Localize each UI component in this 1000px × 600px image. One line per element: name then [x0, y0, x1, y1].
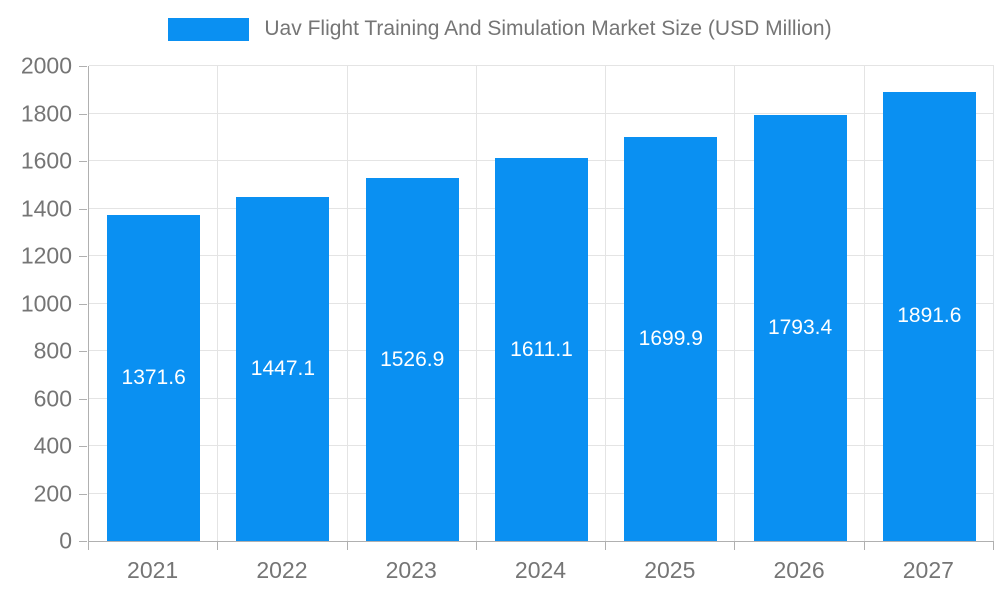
x-gridline	[347, 66, 348, 541]
bar-2022[interactable]: 1447.1	[236, 197, 330, 541]
x-gridline	[217, 66, 218, 541]
x-axis-label: 2023	[385, 557, 437, 583]
y-axis-tick	[79, 541, 87, 542]
y-axis-label: 200	[33, 480, 72, 506]
x-axis-label: 2024	[514, 557, 567, 583]
y-axis-label: 0	[59, 527, 72, 554]
bar-value-label: 1371.6	[121, 366, 186, 390]
x-axis-label: 2022	[256, 557, 308, 583]
x-gridline	[993, 66, 994, 541]
bar-value-label: 1793.4	[767, 316, 833, 340]
bar-2027[interactable]: 1891.6	[882, 91, 976, 541]
y-axis-label: 1800	[20, 100, 72, 126]
legend-label: Uav Flight Training And Simulation Marke…	[264, 17, 832, 40]
legend[interactable]: Uav Flight Training And Simulation Marke…	[0, 17, 1000, 41]
bar-value-label: 1891.6	[897, 304, 962, 328]
x-axis-tick	[347, 542, 348, 550]
x-axis-label: 2021	[127, 557, 179, 583]
y-axis-label: 1200	[20, 242, 72, 269]
x-axis-tick	[88, 542, 89, 550]
bar-value-label: 1699.9	[638, 327, 703, 351]
bar-2021[interactable]: 1371.6	[107, 215, 201, 541]
x-axis-tick	[605, 542, 606, 550]
x-gridline	[734, 66, 735, 541]
bar-value-label: 1526.9	[380, 347, 445, 371]
legend-swatch	[168, 17, 250, 41]
x-axis-label: 2025	[644, 557, 696, 583]
y-axis-tick	[79, 351, 87, 352]
plot-area: 1371.6 1447.1 1526.9 1611.1 1699.9 1793.4 1891…	[88, 65, 994, 542]
y-axis-tick	[79, 446, 87, 447]
x-gridline	[864, 66, 865, 541]
y-axis-label: 1000	[20, 290, 72, 316]
bar-2026[interactable]: 1793.4	[753, 115, 847, 541]
y-axis-tick	[79, 66, 87, 67]
y-axis-label: 1400	[20, 195, 72, 221]
y-gridline	[89, 112, 994, 114]
x-axis-tick	[734, 542, 735, 550]
x-axis-tick	[217, 542, 218, 550]
y-axis-label: 800	[33, 337, 72, 364]
bar-2023[interactable]: 1526.9	[365, 178, 459, 541]
bar-2024[interactable]: 1611.1	[495, 158, 588, 541]
bar-value-label: 1447.1	[250, 357, 316, 381]
x-axis-label: 2027	[902, 557, 954, 583]
y-axis-label: 2000	[20, 52, 72, 79]
y-axis-tick	[79, 256, 87, 257]
x-axis-tick	[476, 542, 477, 550]
bar-2025[interactable]: 1699.9	[624, 137, 718, 541]
y-axis-tick	[79, 161, 87, 162]
bar-value-label: 1611.1	[510, 337, 573, 361]
x-axis-tick	[993, 542, 994, 550]
x-axis-tick	[864, 542, 865, 550]
x-gridline	[605, 66, 606, 541]
y-axis-tick	[79, 493, 87, 495]
y-axis-label: 600	[33, 385, 72, 411]
y-axis-label: 400	[33, 432, 72, 459]
y-axis-tick	[79, 303, 87, 305]
y-axis-tick	[79, 208, 87, 210]
y-axis-tick	[79, 398, 87, 400]
x-gridline	[476, 66, 477, 541]
y-gridline	[89, 65, 994, 66]
x-axis-label: 2026	[773, 557, 825, 583]
y-axis-tick	[79, 113, 87, 115]
y-axis-label: 1600	[20, 147, 72, 174]
